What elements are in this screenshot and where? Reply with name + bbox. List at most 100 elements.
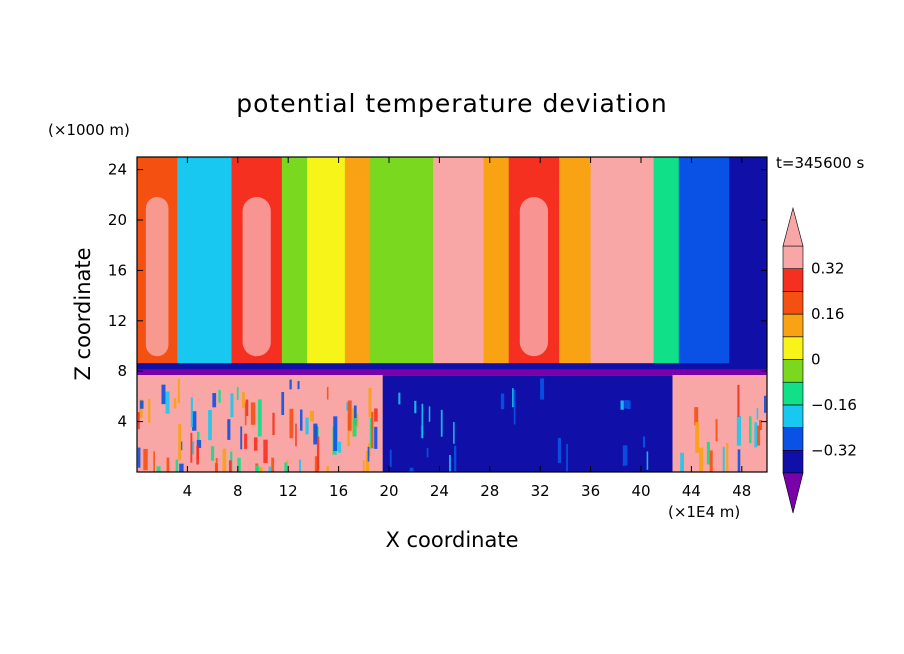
turbulence-streak (300, 409, 303, 431)
turbulence-streak (540, 378, 545, 400)
turbulence-streak (178, 423, 182, 461)
turbulence-streak (210, 446, 215, 461)
upper-column-3 (281, 157, 308, 372)
column-core-7 (444, 197, 473, 357)
turbulence-streak (715, 419, 718, 442)
colorbar-box (782, 449, 804, 474)
inversion-core (137, 369, 767, 376)
turbulence-streak (297, 381, 300, 390)
y-tick-label: 12 (108, 312, 127, 330)
turbulence-streak (709, 450, 713, 472)
turbulence-streak (566, 443, 568, 472)
upper-column-12 (653, 157, 680, 372)
column-core-9 (519, 197, 549, 357)
x-tick-label: 36 (581, 482, 600, 500)
lower-region-2 (672, 375, 767, 472)
turbulence-streak (255, 465, 260, 472)
turbulence-streak (190, 432, 193, 463)
turbulence-streak (503, 460, 506, 472)
colorbar-box (782, 245, 804, 270)
turbulence-streak (166, 457, 170, 472)
turbulence-streak (313, 423, 318, 445)
turbulence-streak (212, 393, 217, 408)
turbulence-streak (367, 446, 370, 462)
colorbar: 0.32 0.16 0 −0.16 −0.32 (782, 206, 857, 514)
turbulence-streak (622, 445, 628, 467)
turbulence-streak (440, 409, 443, 437)
turbulence-streak (414, 400, 417, 414)
turbulence-streak (557, 437, 562, 463)
turbulence-streak (624, 465, 629, 472)
turbulence-streak (240, 426, 243, 450)
turbulence-streak (362, 460, 365, 472)
chart-title: potential temperature deviation (236, 89, 667, 118)
turbulence-streak (272, 412, 275, 436)
turbulence-streak (208, 409, 212, 441)
turbulence-streak (227, 419, 231, 440)
upper-column-8 (483, 157, 510, 372)
turbulence-streak (722, 446, 725, 472)
x-tick-label: 48 (732, 482, 751, 500)
upper-column-14 (729, 157, 767, 372)
colorbar-box (782, 336, 804, 360)
colorbar-box (782, 268, 804, 292)
plot-area (137, 157, 767, 472)
turbulence-streak (143, 448, 148, 471)
turbulence-streak (737, 384, 740, 417)
turbulence-streak (165, 391, 170, 414)
turbulence-streak (230, 393, 234, 418)
turbulence-streak (177, 378, 180, 404)
turbulence-streak (756, 425, 761, 446)
turbulence-streak (173, 398, 177, 409)
y-tick-label: 16 (108, 261, 127, 279)
x-tick-label: 8 (233, 482, 243, 500)
turbulence-streak (421, 403, 424, 439)
turbulence-streak (428, 406, 431, 422)
turbulence-streak (627, 400, 631, 410)
turbulence-streak (314, 456, 319, 472)
upper-column-4 (307, 157, 346, 372)
turbulence-streak (190, 397, 193, 428)
turbulence-streak (409, 467, 414, 472)
turbulence-streak (374, 408, 378, 422)
turbulence-streak (347, 400, 352, 431)
column-core-0 (145, 197, 169, 357)
y-axis-label: Z coordinate (71, 247, 95, 380)
y-axis: 4 8 12 16 20 24 (108, 161, 767, 431)
turbulence-streak (245, 399, 249, 417)
turbulence-streak (148, 398, 151, 423)
time-label: t=345600 s (776, 154, 864, 172)
x-axis: 4 8 12 16 20 24 28 32 36 40 44 48 (183, 157, 751, 500)
y-tick-label: 24 (108, 161, 127, 179)
turbulence-streak (196, 446, 199, 460)
colorbar-label: 0.16 (811, 305, 844, 323)
turbulence-streak (695, 421, 700, 453)
turbulence-streak (259, 467, 263, 472)
turbulence-streak (426, 447, 429, 458)
turbulence-streak (706, 441, 710, 465)
turbulence-streak (699, 447, 704, 472)
colorbar-box (782, 359, 804, 383)
upper-column-13 (678, 157, 730, 372)
turbulence-streak (196, 439, 202, 449)
turbulence-streak (180, 441, 183, 451)
turbulence-streak (680, 452, 684, 472)
plot-frame (136, 156, 768, 473)
colorbar-label: 0.32 (811, 260, 844, 278)
y-tick-label: 20 (108, 211, 127, 229)
upper-column-6 (370, 157, 434, 372)
turbulence-streak (353, 405, 357, 426)
turbulence-streak (156, 466, 161, 472)
turbulence-streak (197, 431, 200, 441)
colorbar-box (782, 381, 804, 406)
turbulence-streak (754, 422, 758, 448)
x-tick-label: 32 (531, 482, 550, 500)
turbulence-streak (253, 437, 258, 451)
x-tick-label: 16 (329, 482, 348, 500)
turbulence-streak (263, 439, 268, 464)
x-tick-label: 12 (279, 482, 298, 500)
turbulence-streak (137, 447, 141, 468)
turbulence-streak (192, 441, 195, 455)
turbulence-streak (250, 402, 256, 425)
